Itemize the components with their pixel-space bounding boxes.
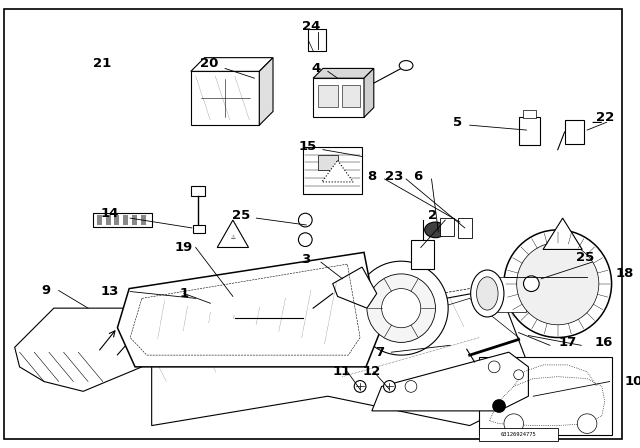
Circle shape (383, 380, 396, 392)
Bar (318, 85, 337, 107)
Circle shape (198, 281, 233, 316)
Text: 11: 11 (332, 365, 351, 378)
Text: 2: 2 (428, 209, 437, 222)
Text: 15: 15 (298, 140, 316, 153)
Text: 25: 25 (576, 251, 595, 264)
Text: 6: 6 (413, 169, 422, 182)
Circle shape (354, 380, 366, 392)
Text: ⚠: ⚠ (230, 235, 236, 240)
Text: 23: 23 (385, 169, 404, 182)
Text: 8: 8 (367, 169, 376, 182)
Text: 17: 17 (559, 336, 577, 349)
Bar (191, 71, 259, 125)
Bar (191, 186, 205, 196)
Bar (479, 357, 612, 435)
Bar (522, 111, 536, 118)
Text: 24: 24 (302, 20, 321, 33)
Circle shape (381, 289, 420, 328)
Polygon shape (117, 252, 380, 367)
Text: 63126924775: 63126924775 (500, 432, 536, 437)
Ellipse shape (425, 222, 446, 238)
Bar (93, 213, 152, 227)
Text: 20: 20 (200, 57, 219, 70)
Text: 22: 22 (596, 111, 614, 124)
Circle shape (492, 399, 506, 413)
Circle shape (354, 261, 448, 355)
Text: 13: 13 (100, 285, 119, 298)
Polygon shape (217, 220, 248, 247)
Text: 16: 16 (595, 336, 613, 349)
Circle shape (186, 295, 202, 311)
Text: 5: 5 (453, 116, 463, 129)
Text: 9: 9 (42, 284, 51, 297)
Polygon shape (322, 160, 353, 182)
Text: −: − (591, 115, 603, 130)
Ellipse shape (477, 277, 498, 310)
Circle shape (405, 380, 417, 392)
Circle shape (298, 213, 312, 227)
Text: 18: 18 (615, 267, 634, 280)
Text: 1: 1 (179, 287, 189, 300)
Polygon shape (372, 352, 529, 411)
Text: 12: 12 (363, 365, 381, 378)
Bar (244, 287, 262, 300)
Text: 10: 10 (625, 375, 640, 388)
Bar (440, 218, 454, 236)
Bar (479, 427, 557, 441)
Text: 25: 25 (232, 209, 250, 222)
Circle shape (504, 414, 524, 433)
Text: 19: 19 (175, 241, 193, 254)
Polygon shape (15, 308, 161, 391)
Circle shape (577, 414, 597, 433)
Bar (303, 146, 362, 194)
Circle shape (504, 230, 612, 337)
Bar (124, 215, 128, 225)
Polygon shape (191, 58, 273, 71)
Bar (132, 215, 137, 225)
Bar (342, 85, 360, 107)
Text: 3: 3 (301, 253, 310, 266)
Circle shape (205, 289, 225, 308)
Bar (313, 78, 364, 117)
Bar (497, 277, 527, 312)
Circle shape (367, 274, 435, 342)
Text: 4: 4 (312, 62, 321, 75)
Bar (141, 215, 146, 225)
Text: 7: 7 (375, 346, 384, 359)
Circle shape (516, 242, 599, 325)
Circle shape (298, 233, 312, 246)
Text: 14: 14 (100, 207, 119, 220)
Circle shape (514, 370, 524, 379)
Ellipse shape (470, 270, 504, 317)
Bar (193, 225, 205, 233)
Polygon shape (152, 289, 538, 426)
Polygon shape (333, 267, 377, 308)
Bar (106, 215, 111, 225)
Bar (411, 240, 435, 269)
Polygon shape (543, 218, 582, 250)
Circle shape (488, 361, 500, 373)
Bar (458, 218, 472, 238)
Polygon shape (313, 69, 374, 78)
Ellipse shape (399, 60, 413, 70)
Bar (518, 117, 540, 145)
Polygon shape (364, 69, 374, 117)
Bar (318, 155, 337, 170)
Circle shape (524, 276, 539, 292)
Bar (97, 215, 102, 225)
Bar (115, 215, 120, 225)
Bar (564, 120, 584, 144)
Polygon shape (259, 58, 273, 125)
Bar (308, 29, 326, 51)
Text: 21: 21 (93, 57, 111, 70)
